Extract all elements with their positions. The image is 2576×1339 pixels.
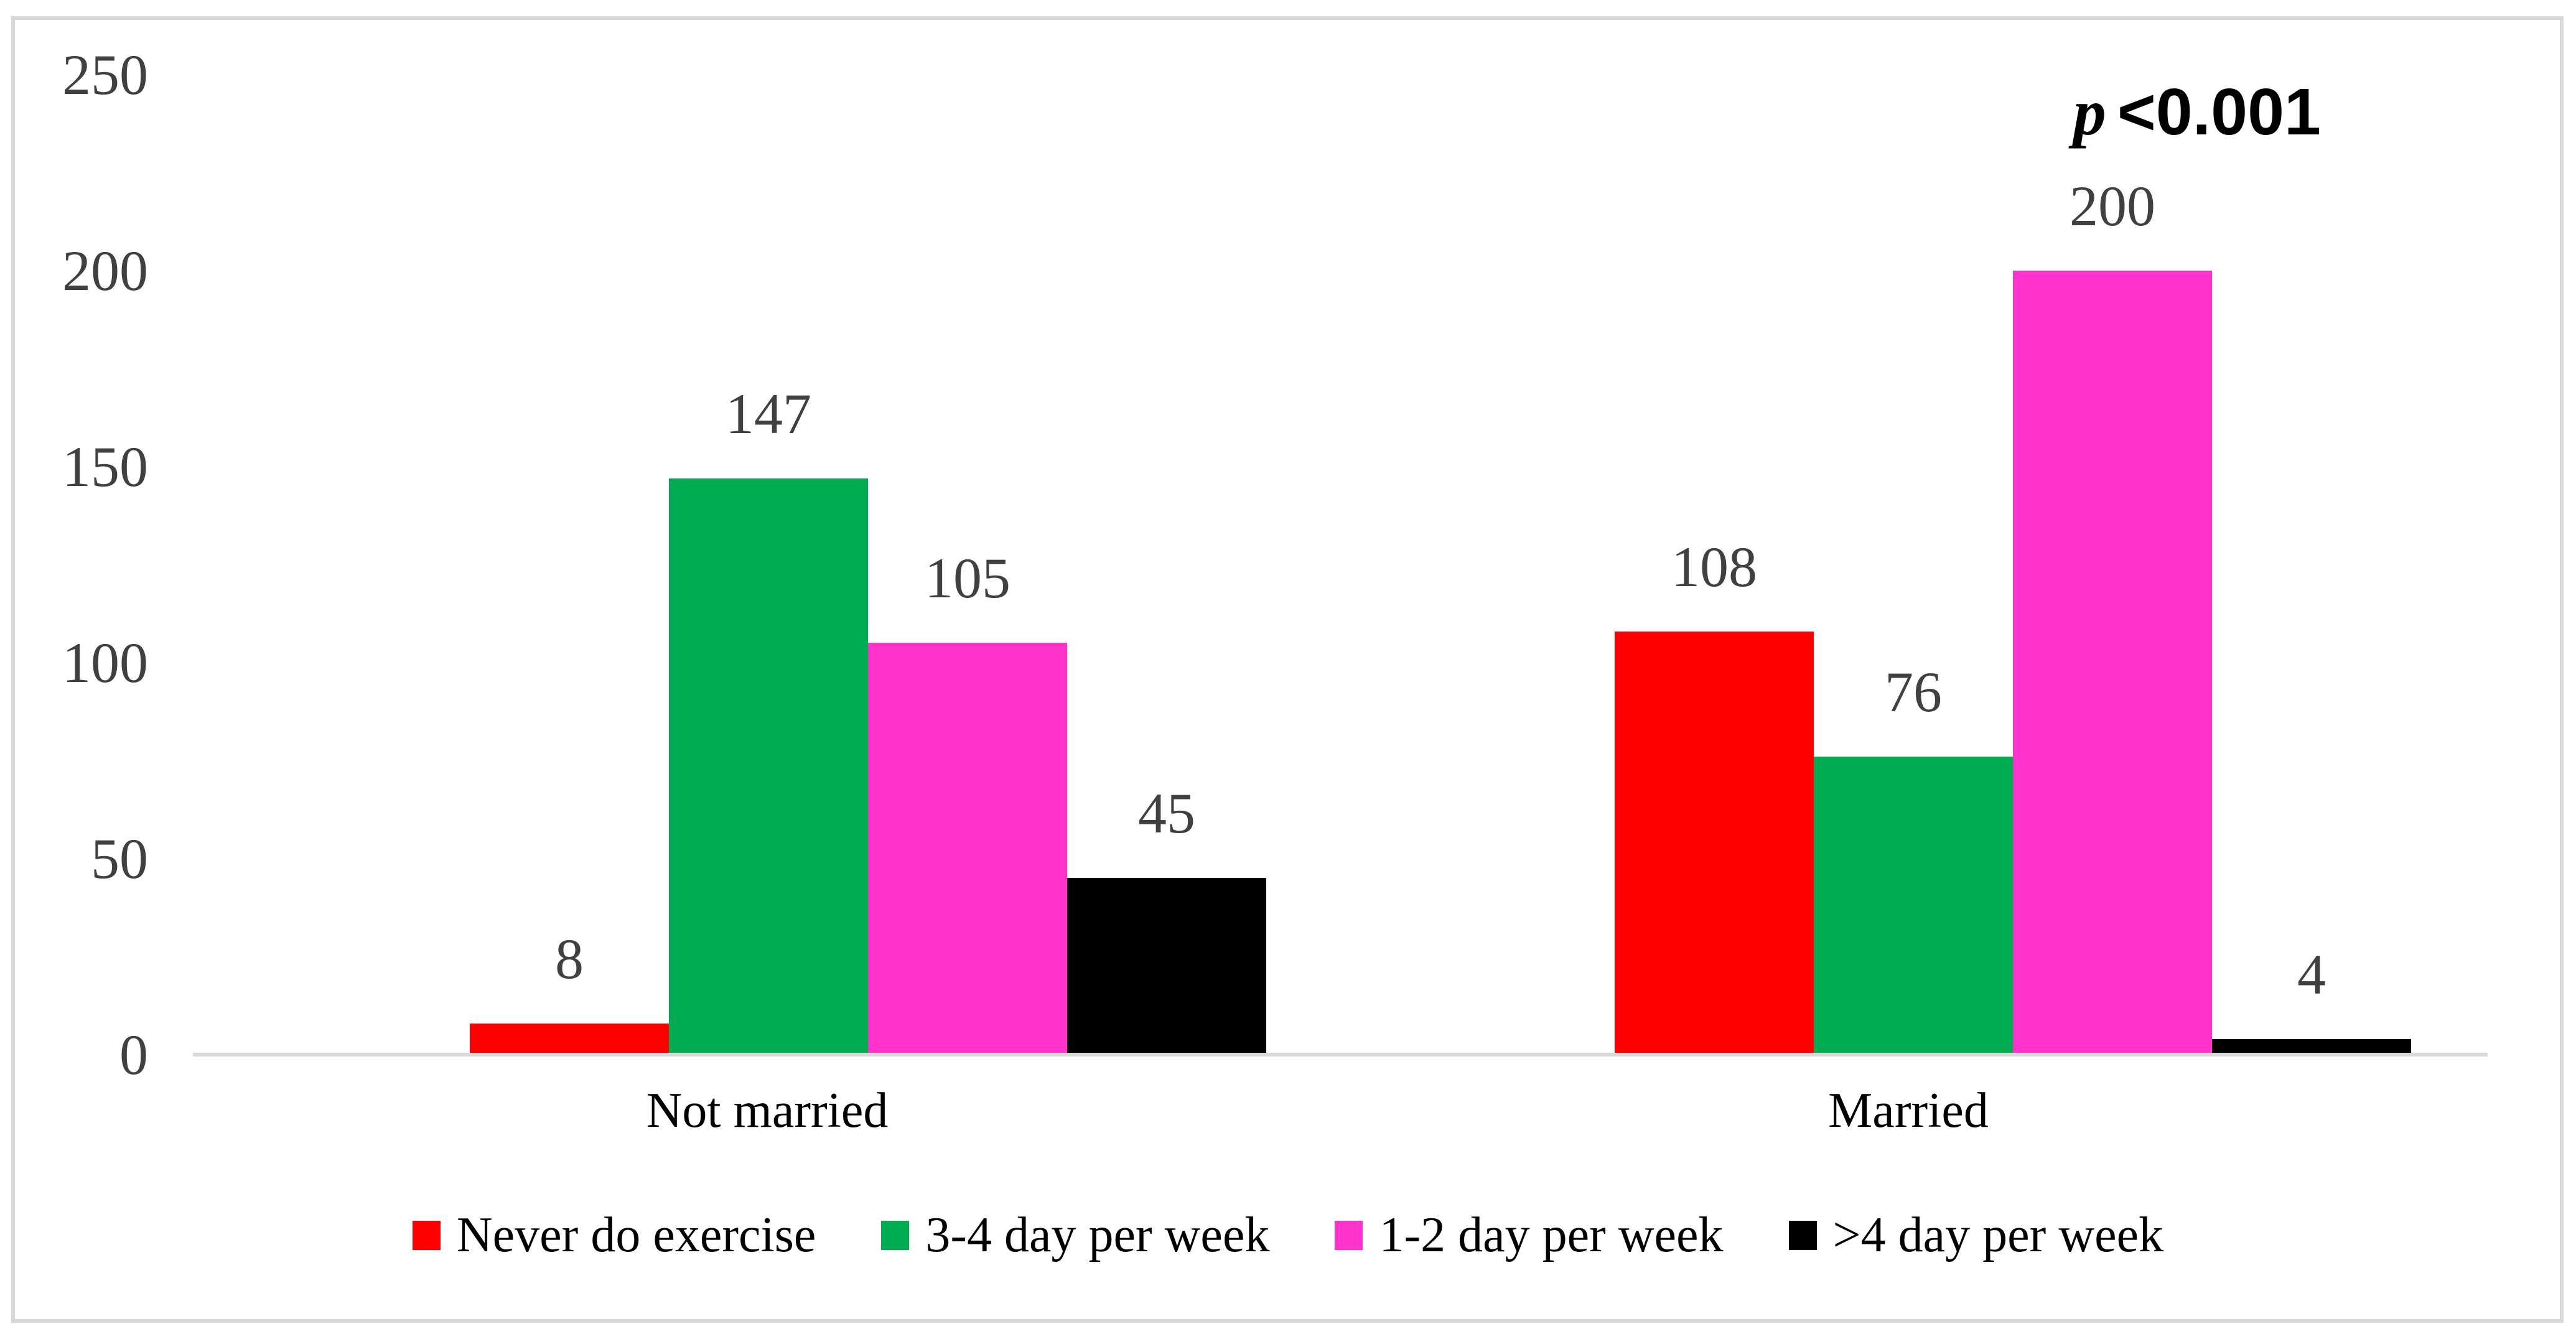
legend-swatch-never-do-exercise (412, 1220, 441, 1250)
p-value-annotation: p <0.001 (2073, 75, 2321, 151)
bar-value-label: 147 (726, 382, 811, 446)
bar-3-4-day-per-week-not-married: 147 (669, 385, 868, 1055)
legend-item-4-day-per-week: >4 day per week (1788, 1208, 2164, 1262)
x-axis-line (193, 1053, 2488, 1057)
x-category-label-married: Married (1828, 1083, 1989, 1138)
y-tick-label-250: 250 (62, 43, 148, 106)
bar-1-2-day-per-week-married: 200 (2013, 177, 2212, 1055)
legend: Never do exercise 3-4 day per week 1-2 day… (0, 1201, 2576, 1269)
legend-label: Never do exercise (456, 1208, 816, 1262)
y-tick-label-0: 0 (119, 1023, 148, 1086)
legend-swatch-4-day-per-week (1788, 1220, 1817, 1250)
bar-value-label: 76 (1885, 660, 1942, 724)
y-tick-label-150: 150 (62, 435, 148, 498)
bar-value-label: 108 (1671, 535, 1757, 599)
legend-label: 3-4 day per week (925, 1208, 1270, 1262)
bar-3-4-day-per-week-married: 76 (1814, 663, 2013, 1055)
p-symbol: p (2073, 76, 2106, 149)
legend-label: >4 day per week (1832, 1208, 2164, 1262)
plot-area: 8 147 105 45 108 76 200 4 (193, 75, 2488, 1055)
legend-item-1-2-day-per-week: 1-2 day per week (1335, 1208, 1724, 1262)
y-tick-label-50: 50 (91, 827, 148, 890)
bar-4-day-per-week-married: 4 (2212, 946, 2411, 1055)
bar-value-label: 8 (555, 927, 584, 991)
bar-value-label: 200 (2070, 174, 2155, 238)
legend-item-never-do-exercise: Never do exercise (412, 1208, 816, 1262)
bar-4-day-per-week-not-married: 45 (1067, 785, 1266, 1055)
x-category-label-not-married: Not married (646, 1083, 889, 1138)
bar-1-2-day-per-week-not-married: 105 (868, 549, 1067, 1055)
bar-never-do-exercise-not-married: 8 (470, 930, 669, 1055)
legend-swatch-1-2-day-per-week (1335, 1220, 1363, 1250)
bar-value-label: 4 (2297, 943, 2326, 1006)
legend-label: 1-2 day per week (1379, 1208, 1724, 1262)
legend-swatch-3-4-day-per-week (881, 1220, 910, 1250)
p-value-text: <0.001 (2117, 75, 2321, 149)
bar-value-label: 105 (925, 546, 1010, 610)
legend-item-3-4-day-per-week: 3-4 day per week (881, 1210, 1269, 1260)
y-tick-label-100: 100 (62, 631, 148, 694)
bar-value-label: 45 (1138, 781, 1195, 845)
chart-border (11, 16, 2564, 1323)
bar-never-do-exercise-married: 108 (1615, 538, 1814, 1055)
y-tick-label-200: 200 (62, 239, 148, 302)
